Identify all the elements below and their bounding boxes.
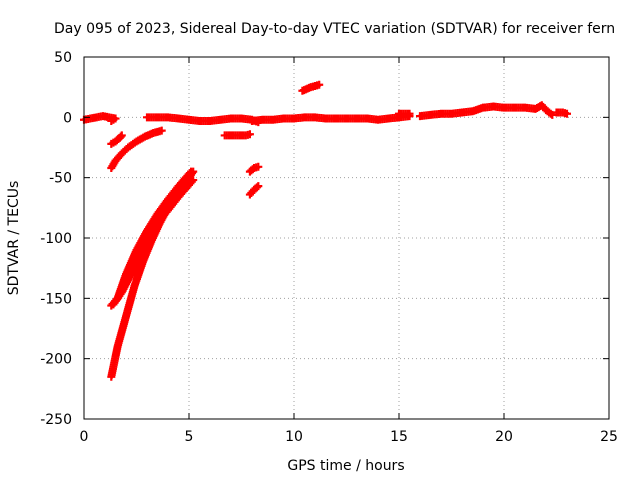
data-segment <box>80 112 120 125</box>
data-point <box>245 130 254 139</box>
data-segment <box>107 126 166 173</box>
y-tick-label: -200 <box>40 352 72 368</box>
y-tick-label: 50 <box>54 50 72 66</box>
data-segment <box>552 108 571 118</box>
data-point <box>548 110 557 119</box>
data-segment <box>107 167 198 381</box>
data-point <box>254 162 263 171</box>
data-points <box>80 80 571 381</box>
x-tick-label: 20 <box>495 429 513 445</box>
y-tick-label: 0 <box>63 110 72 126</box>
data-point <box>563 109 571 118</box>
data-segment <box>245 162 263 176</box>
x-tick-label: 5 <box>185 429 194 445</box>
x-tick-label: 25 <box>600 429 618 445</box>
x-tick-label: 0 <box>80 429 89 445</box>
data-point <box>107 116 116 125</box>
data-point <box>405 109 414 118</box>
data-point <box>315 80 324 89</box>
data-segment <box>298 80 324 95</box>
data-segment <box>416 101 557 121</box>
data-point <box>157 126 166 135</box>
data-point <box>252 183 261 192</box>
data-segment <box>395 109 414 118</box>
axis-ticks: 0 5 10 15 20 25 -250 -200 -150 -100 -50 0 50 <box>40 50 618 445</box>
data-segment <box>245 182 263 199</box>
data-segment <box>143 113 263 127</box>
y-tick-label: -150 <box>40 291 72 307</box>
data-point <box>117 131 126 140</box>
x-tick-label: 15 <box>390 429 408 445</box>
data-point <box>189 167 198 176</box>
x-tick-label: 10 <box>285 429 303 445</box>
data-segment <box>248 112 414 125</box>
y-tick-label: -50 <box>49 171 72 187</box>
y-tick-label: -100 <box>40 231 72 247</box>
y-axis-label: SDTVAR / TECUs <box>6 181 22 296</box>
data-segment <box>220 130 254 140</box>
chart-title: Day 095 of 2023, Sidereal Day-to-day VTE… <box>54 21 615 37</box>
data-segment <box>107 131 126 148</box>
y-tick-label: -250 <box>40 412 72 428</box>
x-axis-label: GPS time / hours <box>287 458 404 474</box>
data-point <box>254 182 263 191</box>
